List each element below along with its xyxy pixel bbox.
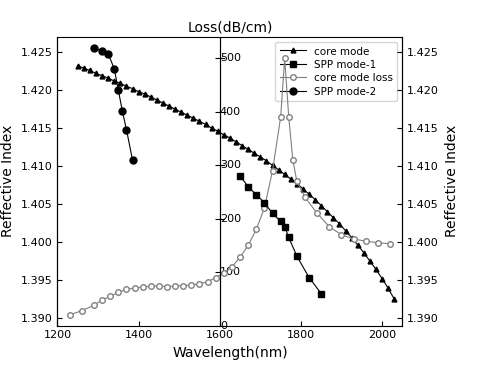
core mode loss xyxy=(229,265,235,269)
Text: 200: 200 xyxy=(220,214,241,224)
Y-axis label: Reffective Index: Reffective Index xyxy=(445,125,459,238)
core mode xyxy=(355,243,361,247)
SPP mode-2 xyxy=(99,48,105,53)
core mode loss xyxy=(363,239,369,243)
Text: 0: 0 xyxy=(220,320,227,331)
core mode loss xyxy=(290,158,296,162)
core mode xyxy=(391,297,397,301)
core mode loss xyxy=(91,303,97,307)
core mode loss xyxy=(148,284,154,288)
SPP mode-1 xyxy=(278,219,284,223)
core mode loss xyxy=(140,285,146,289)
core mode loss xyxy=(351,237,356,241)
core mode loss xyxy=(262,206,267,210)
core mode loss xyxy=(164,285,170,289)
core mode loss xyxy=(124,287,129,292)
core mode loss xyxy=(67,313,72,317)
Line: SPP mode-1: SPP mode-1 xyxy=(237,173,324,296)
core mode loss xyxy=(115,290,121,295)
SPP mode-2 xyxy=(112,67,117,71)
core mode xyxy=(319,204,324,208)
SPP mode-1 xyxy=(282,225,287,229)
core mode loss xyxy=(205,280,210,284)
core mode xyxy=(75,64,80,68)
Legend: core mode, SPP mode-1, core mode loss, SPP mode-2: core mode, SPP mode-1, core mode loss, S… xyxy=(275,42,397,101)
SPP mode-1 xyxy=(237,174,243,178)
Text: 400: 400 xyxy=(220,107,241,117)
SPP mode-2 xyxy=(115,88,121,92)
SPP mode-2 xyxy=(91,46,97,51)
core mode loss xyxy=(181,283,186,288)
Line: core mode: core mode xyxy=(75,63,397,302)
SPP mode-2 xyxy=(105,51,111,56)
core mode loss xyxy=(286,115,292,120)
core mode loss xyxy=(79,309,85,313)
core mode loss xyxy=(294,179,300,184)
core mode loss xyxy=(189,283,194,287)
Text: 100: 100 xyxy=(220,267,241,277)
core mode loss xyxy=(172,284,178,288)
core mode loss xyxy=(107,294,113,299)
core mode loss xyxy=(388,242,393,246)
SPP mode-1 xyxy=(319,291,324,296)
Line: core mode loss: core mode loss xyxy=(67,56,393,318)
SPP mode-1 xyxy=(306,275,312,280)
core mode loss xyxy=(375,240,381,245)
Line: SPP mode-2: SPP mode-2 xyxy=(91,45,136,164)
SPP mode-1 xyxy=(262,201,267,205)
core mode loss xyxy=(302,195,308,199)
core mode loss xyxy=(327,225,332,229)
SPP mode-1 xyxy=(294,254,300,258)
core mode loss xyxy=(253,227,259,232)
core mode loss xyxy=(196,282,202,286)
core mode loss xyxy=(270,168,275,173)
core mode xyxy=(258,155,263,159)
SPP mode-1 xyxy=(245,184,251,189)
core mode loss xyxy=(99,298,105,302)
Title: Loss(dB/cm): Loss(dB/cm) xyxy=(187,20,273,34)
core mode loss xyxy=(221,271,227,275)
core mode xyxy=(276,168,282,172)
SPP mode-2 xyxy=(124,127,129,132)
core mode loss xyxy=(314,211,320,216)
core mode loss xyxy=(282,56,287,61)
core mode xyxy=(160,101,166,105)
core mode loss xyxy=(278,115,284,120)
core mode loss xyxy=(237,255,243,259)
core mode loss xyxy=(213,275,218,280)
core mode xyxy=(263,159,269,163)
Y-axis label: Reffective Index: Reffective Index xyxy=(1,125,15,238)
SPP mode-1 xyxy=(253,192,259,197)
core mode loss xyxy=(132,286,137,290)
SPP mode-2 xyxy=(130,158,136,162)
core mode loss xyxy=(245,243,251,248)
Text: 500: 500 xyxy=(220,53,241,63)
SPP mode-1 xyxy=(286,235,292,240)
SPP mode-1 xyxy=(270,211,275,216)
core mode loss xyxy=(339,232,344,237)
Text: 300: 300 xyxy=(220,160,241,170)
X-axis label: Wavelength(nm): Wavelength(nm) xyxy=(172,346,288,360)
SPP mode-2 xyxy=(120,109,125,114)
core mode loss xyxy=(156,284,162,288)
